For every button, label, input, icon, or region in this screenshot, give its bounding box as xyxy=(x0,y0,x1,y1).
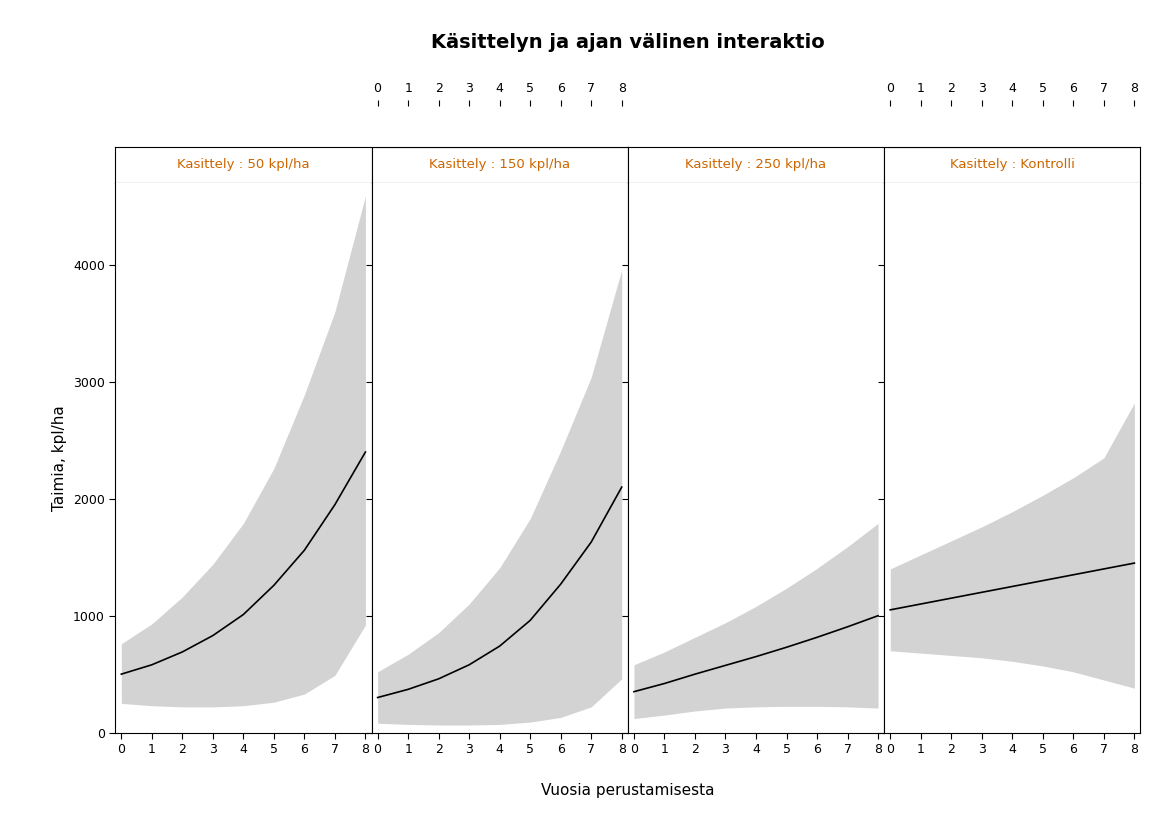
Text: Kasittely : 250 kpl/ha: Kasittely : 250 kpl/ha xyxy=(685,159,827,171)
Text: Vuosia perustamisesta: Vuosia perustamisesta xyxy=(541,783,714,798)
Y-axis label: Taimia, kpl/ha: Taimia, kpl/ha xyxy=(52,405,67,510)
Text: Käsittelyn ja ajan välinen interaktio: Käsittelyn ja ajan välinen interaktio xyxy=(431,33,825,51)
Text: Kasittely : 150 kpl/ha: Kasittely : 150 kpl/ha xyxy=(429,159,570,171)
Text: Kasittely : Kontrolli: Kasittely : Kontrolli xyxy=(950,159,1075,171)
Text: Kasittely : 50 kpl/ha: Kasittely : 50 kpl/ha xyxy=(177,159,310,171)
